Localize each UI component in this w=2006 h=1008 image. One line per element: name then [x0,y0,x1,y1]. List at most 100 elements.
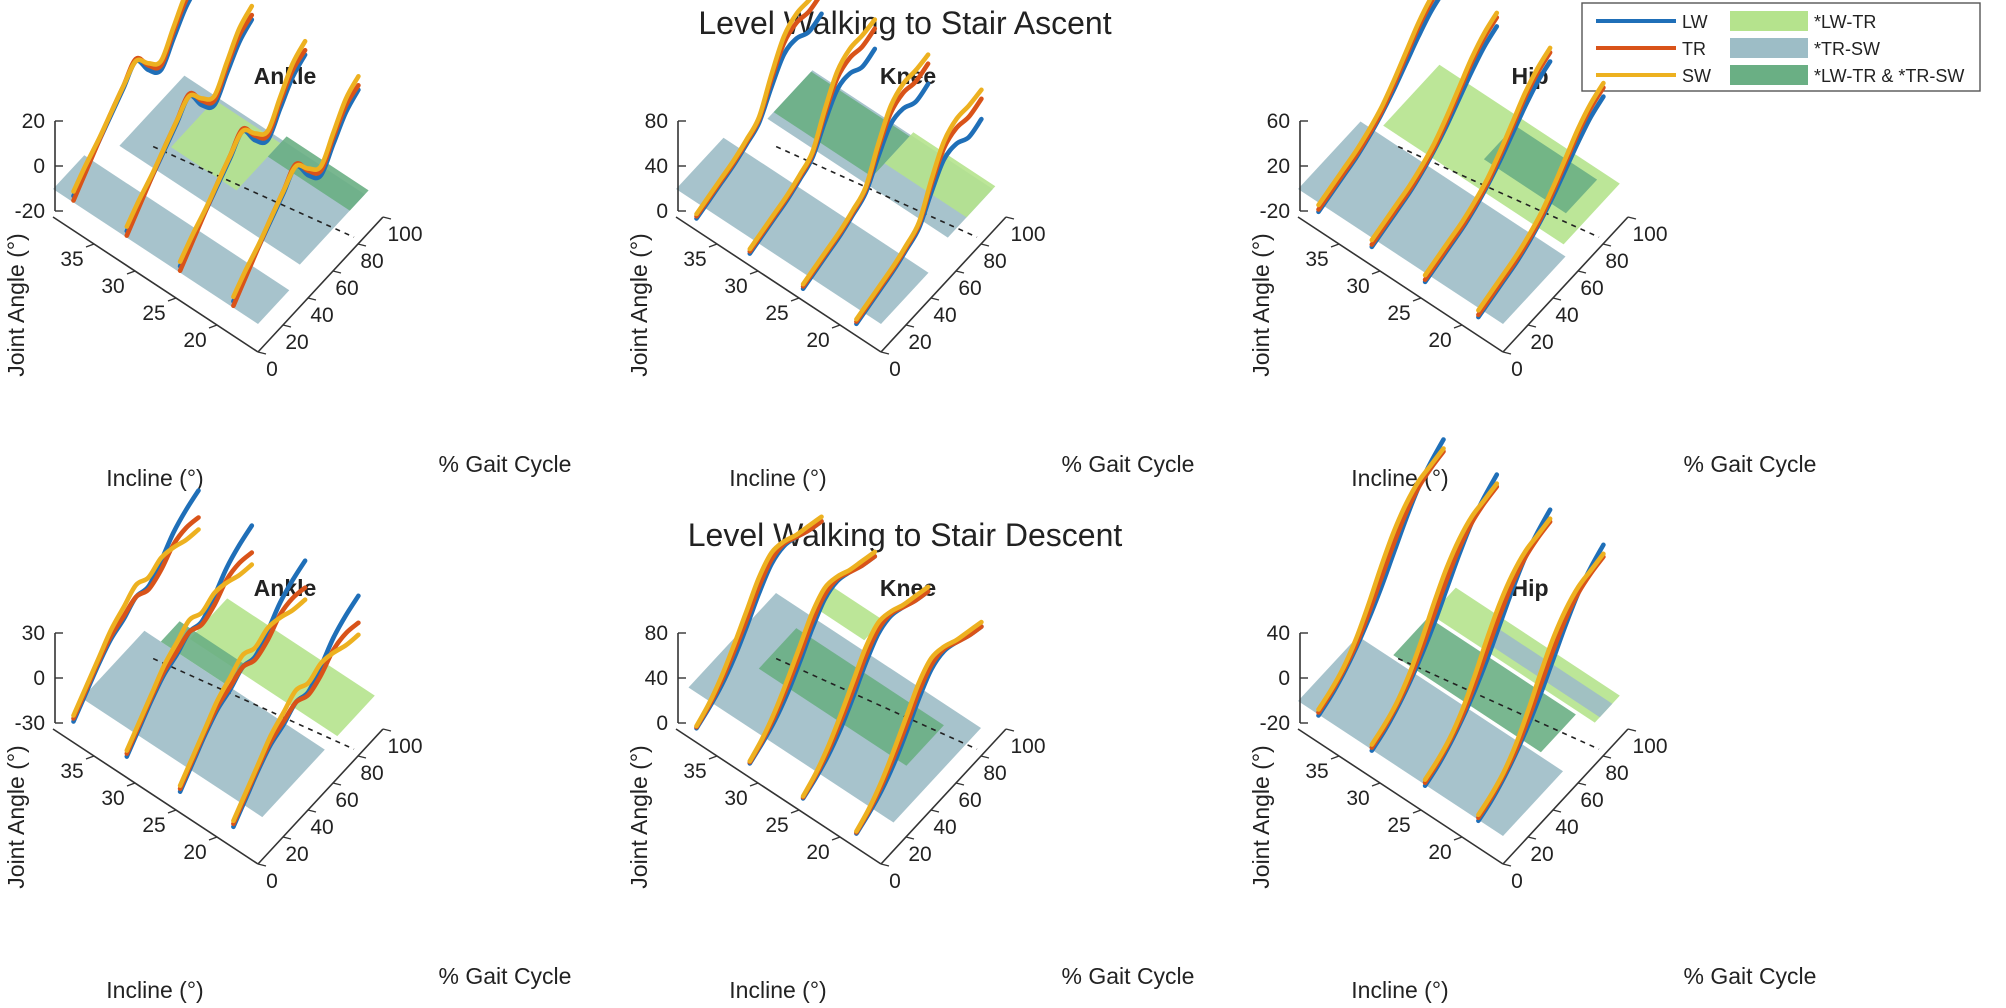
descent-hip-gait-axis-label: % Gait Cycle [1684,963,1817,989]
ascent-hip-incline-label-0: 35 [1305,248,1328,271]
descent-knee-band-lw-tr-2 [815,587,883,641]
ascent-hip-band-both-2 [1483,125,1598,214]
ascent-ankle-gait-label-2: 40 [310,304,333,327]
ascent-ankle-angle-label-2: -20 [15,200,45,223]
descent-ankle-curve-sw-incline-3 [231,632,361,824]
ascent-ankle-band-tr-sw-0 [53,155,290,324]
descent-hip-reference-line [1397,657,1600,750]
ascent-hip-gait-label-1: 20 [1530,331,1553,354]
descent-ankle-angle-label-1: 0 [33,667,45,690]
descent-knee-incline-axis [675,728,882,865]
descent-hip-incline-tick-3 [1453,836,1463,841]
descent-ankle-gait-tick-2 [307,809,317,813]
ascent-hip-angle-label-1: 20 [1267,155,1290,178]
ascent-hip-incline-tick-2 [1412,297,1422,302]
descent-ankle-gait-label-4: 80 [360,762,383,785]
descent-ankle-gait-axis-label: % Gait Cycle [439,963,572,989]
descent-ankle-gait-label-2: 40 [310,816,333,839]
ascent-knee-angle-label-2: 0 [656,200,668,223]
ascent-ankle-curve-sw-incline-3 [231,74,361,300]
descent-knee-gait-tick-4 [980,755,990,759]
descent-knee-gait-label-0: 0 [889,870,901,893]
descent-knee-reference-line [775,657,978,750]
descent-knee-incline-axis-label: Incline (°) [729,977,826,1003]
descent-hip-incline-tick-0 [1330,755,1340,760]
ascent-knee-incline-axis-label: Incline (°) [729,465,826,491]
descent-ankle-incline-tick-2 [167,809,177,814]
descent-knee-gait-label-1: 20 [908,843,931,866]
ascent-hip-curve-sw-incline-0 [1316,0,1433,208]
ascent-ankle-gait-tick-0 [257,351,267,355]
ascent-ankle-gait-axis-label: % Gait Cycle [439,451,572,477]
descent-hip-gait-tick-4 [1602,755,1612,759]
descent-hip-gait-tick-2 [1552,809,1562,813]
ascent-knee-curve-sw-incline-2 [800,52,931,287]
descent-ankle-incline-axis [52,728,259,865]
ascent-ankle-gait-axis [257,216,384,353]
ascent-ankle-gait-label-0: 0 [266,358,278,381]
ascent-knee-incline-axis [675,216,882,353]
ascent-ankle-gait-label-5: 100 [387,223,422,246]
ascent-knee-gait-tick-4 [980,243,990,247]
ascent-hip-angle-axis-label: Joint Angle (°) [1248,233,1274,376]
descent-hip-gait-axis [1502,728,1629,865]
ascent-knee-gait-tick-0 [880,351,890,355]
ascent-knee-curve-sw-incline-0 [694,0,813,217]
ascent-ankle-curve-sw-incline-1 [124,3,255,229]
descent-hip-gait-tick-0 [1502,863,1512,867]
descent-knee-incline-label-3: 20 [806,841,829,864]
descent-ankle-gait-label-1: 20 [285,843,308,866]
descent-knee-incline-tick-2 [790,809,800,814]
ascent-knee-gait-label-3: 60 [958,277,981,300]
ascent-hip-gait-tick-4 [1602,243,1612,247]
descent-hip-incline-axis-label: Incline (°) [1351,977,1448,1003]
descent-knee-gait-axis-label: % Gait Cycle [1062,963,1195,989]
descent-knee-curve-sw-incline-1 [747,549,878,764]
descent-knee-gait-tick-5 [1005,728,1015,732]
ascent-ankle-gait-tick-4 [357,243,367,247]
ascent-ankle-incline-label-1: 30 [101,275,124,298]
descent-ankle-curve-sw-incline-1 [124,562,255,753]
ascent-ankle-reference-line [152,145,355,238]
ascent-knee-curve-sw-incline-3 [854,87,984,322]
descent-hip-gait-label-4: 80 [1605,762,1628,785]
descent-ankle-incline-label-2: 25 [142,814,165,837]
ascent-knee-gait-axis-label: % Gait Cycle [1062,451,1195,477]
legend-label-lw-tr: *LW-TR [1814,12,1876,32]
ascent-ankle-incline-axis [52,216,259,353]
ascent-hip-curve-sw-incline-2 [1422,45,1553,278]
ascent-knee-angle-axis-label: Joint Angle (°) [626,233,652,376]
ascent-ankle-incline-tick-2 [167,297,177,302]
descent-hip-curve-sw-incline-0 [1316,446,1446,712]
ascent-knee-gait-axis [880,216,1007,353]
ascent-hip-incline-label-3: 20 [1428,329,1451,352]
descent-ankle-angle-label-0: 30 [22,622,45,645]
descent-ankle-gait-tick-0 [257,863,267,867]
legend-entry-tr: TR [1596,39,1706,59]
legend-swatch-tr-sw [1730,38,1808,58]
legend-label-tr-sw: *TR-SW [1814,39,1880,59]
descent-hip-angle-label-1: 0 [1278,667,1290,690]
ascent-knee-gait-tick-3 [955,270,965,274]
descent-hip-incline-tick-1 [1371,782,1381,787]
descent-ankle-band-tr-sw-0 [81,630,325,818]
ascent-hip-incline-tick-1 [1371,270,1381,275]
ascent-hip-gait-tick-5 [1627,216,1637,220]
ascent-knee-incline-label-2: 25 [765,302,788,325]
ascent-knee-band-tr-sw-0 [676,137,929,324]
descent-knee-incline-tick-3 [831,836,841,841]
descent-knee-curve-sw-incline-0 [694,514,824,729]
ascent-knee-incline-tick-0 [708,243,718,248]
descent-knee-curve-sw-incline-3 [854,619,984,834]
legend-entry-tr-sw: *TR-SW [1730,38,1880,59]
ascent-hip-curve-sw-incline-3 [1476,80,1606,313]
descent-knee-gait-tick-0 [880,863,890,867]
descent-knee-angle-label-0: 80 [645,622,668,645]
ascent-hip-angle-label-2: -20 [1260,200,1290,223]
ascent-knee-curve-sw-incline-1 [747,17,878,252]
ascent-knee-reference-line [775,145,978,238]
legend-entry-sw: SW [1596,66,1711,86]
